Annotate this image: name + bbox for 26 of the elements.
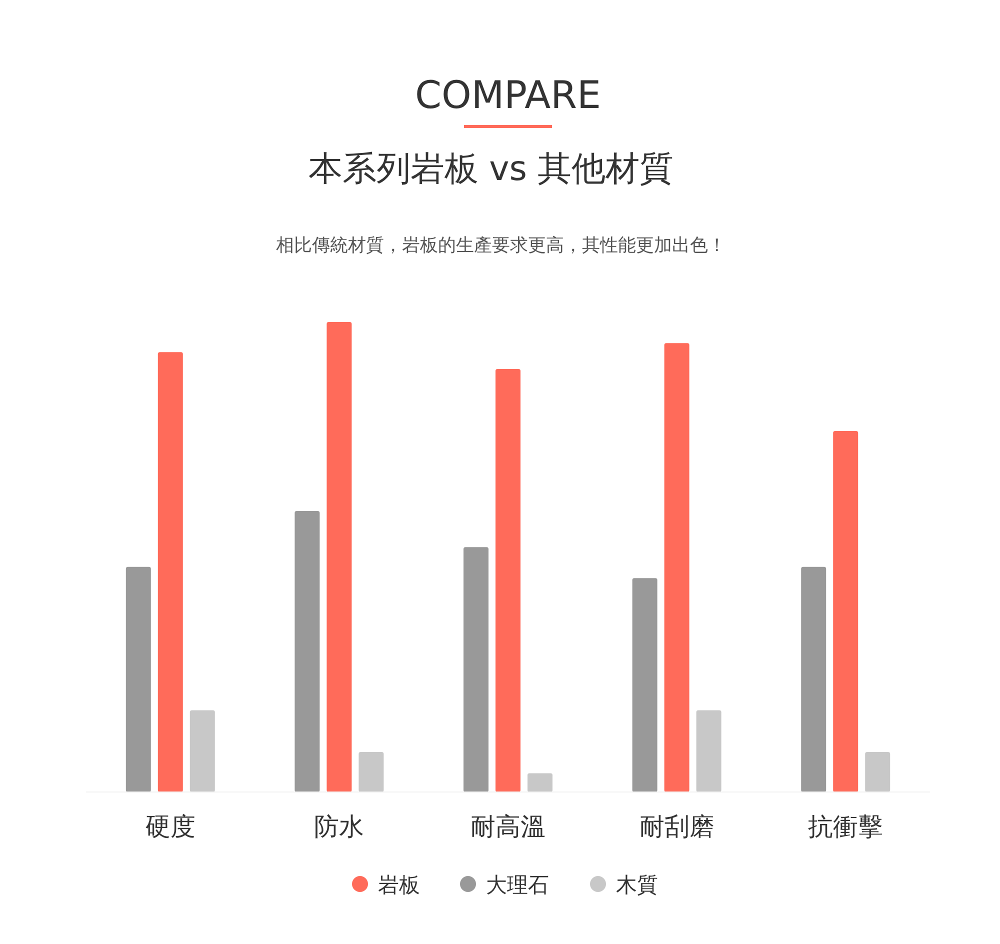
legend-label: 大理石 [486, 873, 549, 897]
bar [833, 431, 858, 792]
bar [664, 343, 690, 792]
x-tick-label: 耐高溫 [470, 812, 546, 841]
x-tick-label: 耐刮磨 [639, 812, 714, 841]
bar [801, 566, 826, 792]
chart-title: COMPARE [414, 73, 602, 117]
bar [358, 752, 384, 792]
bar [632, 578, 658, 792]
bar [158, 352, 183, 792]
legend-label: 木質 [616, 873, 658, 897]
text: 相比傳統材質，岩板的生產要求更高，其性能更加出色！ [276, 235, 726, 256]
x-tick-label: 抗衝擊 [808, 812, 884, 841]
bar [696, 710, 722, 792]
bar [294, 510, 320, 792]
legend-label: 岩板 [378, 873, 420, 897]
bar [496, 369, 520, 792]
x-tick-label: 硬度 [145, 812, 196, 841]
x-tick-label: 防水 [314, 812, 364, 841]
bar [326, 322, 352, 792]
bar [464, 547, 488, 792]
bar [126, 566, 151, 792]
bar [528, 773, 552, 792]
chart-subtitle: 本系列岩板 vs 其他材質 [308, 149, 674, 189]
bar [190, 710, 215, 792]
bar [865, 752, 890, 792]
